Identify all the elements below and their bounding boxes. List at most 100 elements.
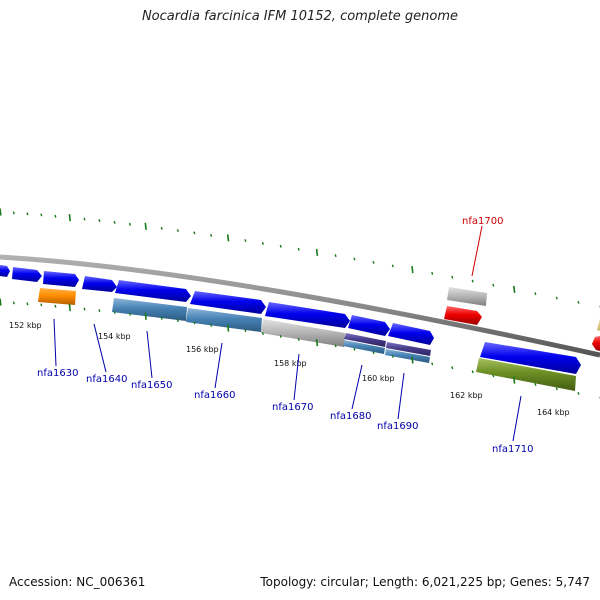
cds-feature xyxy=(476,358,576,391)
minor-tick xyxy=(577,391,580,395)
minor-tick xyxy=(54,304,57,308)
minor-tick xyxy=(40,213,43,217)
minor-tick xyxy=(54,214,57,218)
scale-label: 160 kbp xyxy=(362,374,395,383)
scale-label: 156 kbp xyxy=(186,345,219,354)
minor-tick xyxy=(391,264,394,268)
minor-tick xyxy=(98,309,101,313)
minor-tick xyxy=(492,283,495,287)
cds-feature xyxy=(261,319,345,347)
minor-tick xyxy=(451,366,454,370)
cds-feature xyxy=(112,298,187,321)
scale-labels: 152 kbp 154 kbp 156 kbp 158 kbp 160 kbp … xyxy=(9,321,570,417)
minor-tick xyxy=(176,319,179,323)
minor-tick xyxy=(26,302,29,306)
forward-strand-features xyxy=(0,265,600,351)
minor-tick xyxy=(83,217,86,221)
leader-line xyxy=(214,342,223,389)
cds-feature xyxy=(388,323,434,345)
minor-tick xyxy=(128,222,132,226)
major-tick xyxy=(411,266,414,274)
gene-label-nfa1630[interactable]: nfa1630 xyxy=(37,368,78,379)
major-tick xyxy=(513,285,516,293)
major-tick xyxy=(68,304,71,312)
minor-tick xyxy=(261,332,264,336)
leader-line xyxy=(53,318,57,367)
minor-tick xyxy=(555,296,558,300)
minor-tick xyxy=(279,244,282,248)
leader-line xyxy=(512,395,522,442)
cds-feature xyxy=(597,318,600,331)
cds-feature xyxy=(386,342,431,356)
minor-tick xyxy=(431,362,434,366)
cds-feature xyxy=(447,287,487,306)
major-tick xyxy=(226,234,230,242)
cds-feature xyxy=(444,306,482,325)
minor-tick xyxy=(431,271,434,275)
minor-tick xyxy=(297,247,300,251)
minor-tick xyxy=(471,279,474,283)
minor-tick xyxy=(471,370,474,374)
gene-label-nfa1680[interactable]: nfa1680 xyxy=(330,411,371,422)
minor-tick xyxy=(193,321,196,325)
gene-leader-lines xyxy=(53,225,522,442)
minor-tick xyxy=(176,229,179,233)
scale-label: 162 kbp xyxy=(450,391,483,400)
leader-line xyxy=(397,372,405,420)
cds-feature xyxy=(343,340,385,354)
scale-label: 164 kbp xyxy=(537,408,570,417)
minor-tick xyxy=(210,233,213,237)
minor-tick xyxy=(261,241,264,245)
cds-feature xyxy=(82,276,117,292)
gene-label-nfa1710[interactable]: nfa1710 xyxy=(492,444,533,455)
gene-label-nfa1670[interactable]: nfa1670 xyxy=(272,402,313,413)
gene-label-nfa1650[interactable]: nfa1650 xyxy=(131,380,172,391)
minor-tick xyxy=(26,212,29,216)
minor-tick xyxy=(244,239,247,243)
gene-label-nfa1700[interactable]: nfa1700 xyxy=(462,216,503,227)
outer-tick-ring xyxy=(0,208,600,309)
major-tick xyxy=(411,356,414,364)
major-tick xyxy=(0,208,2,216)
minor-tick xyxy=(334,344,337,348)
leader-line xyxy=(471,225,483,277)
cds-feature xyxy=(38,288,76,305)
cds-feature xyxy=(592,336,600,351)
cds-feature xyxy=(480,342,581,374)
minor-tick xyxy=(193,231,196,235)
minor-tick xyxy=(353,347,356,351)
cds-feature xyxy=(265,302,350,328)
major-tick xyxy=(68,214,71,222)
leader-line xyxy=(351,364,363,410)
major-tick xyxy=(513,376,516,384)
minor-tick xyxy=(98,219,101,223)
cds-feature xyxy=(0,265,10,277)
gene-label-nfa1690[interactable]: nfa1690 xyxy=(377,421,418,432)
minor-tick xyxy=(451,275,454,279)
scale-label: 152 kbp xyxy=(9,321,42,330)
cds-feature xyxy=(344,333,386,347)
minor-tick xyxy=(210,323,213,327)
cds-feature xyxy=(43,271,79,287)
accession-text: Accession: NC_006361 xyxy=(9,575,146,589)
gene-label-nfa1660[interactable]: nfa1660 xyxy=(194,390,235,401)
map-title: Nocardia farcinica IFM 10152, complete g… xyxy=(141,9,459,24)
major-tick xyxy=(144,222,147,230)
gene-labels: nfa1630 nfa1640 nfa1650 nfa1660 nfa1670 … xyxy=(37,216,533,455)
genome-stats-text: Topology: circular; Length: 6,021,225 bp… xyxy=(260,575,590,589)
cds-feature xyxy=(115,280,191,302)
inner-tick-ring xyxy=(0,298,600,400)
minor-tick xyxy=(244,329,247,333)
scale-label: 154 kbp xyxy=(98,332,131,341)
minor-tick xyxy=(160,316,163,320)
major-tick xyxy=(144,312,147,320)
minor-tick xyxy=(12,301,15,305)
cds-feature xyxy=(190,291,266,314)
minor-tick xyxy=(113,310,116,314)
cds-feature xyxy=(12,267,42,282)
gene-label-nfa1640[interactable]: nfa1640 xyxy=(86,374,127,385)
minor-tick xyxy=(372,351,375,355)
cds-feature xyxy=(186,308,262,332)
minor-tick xyxy=(279,334,282,338)
